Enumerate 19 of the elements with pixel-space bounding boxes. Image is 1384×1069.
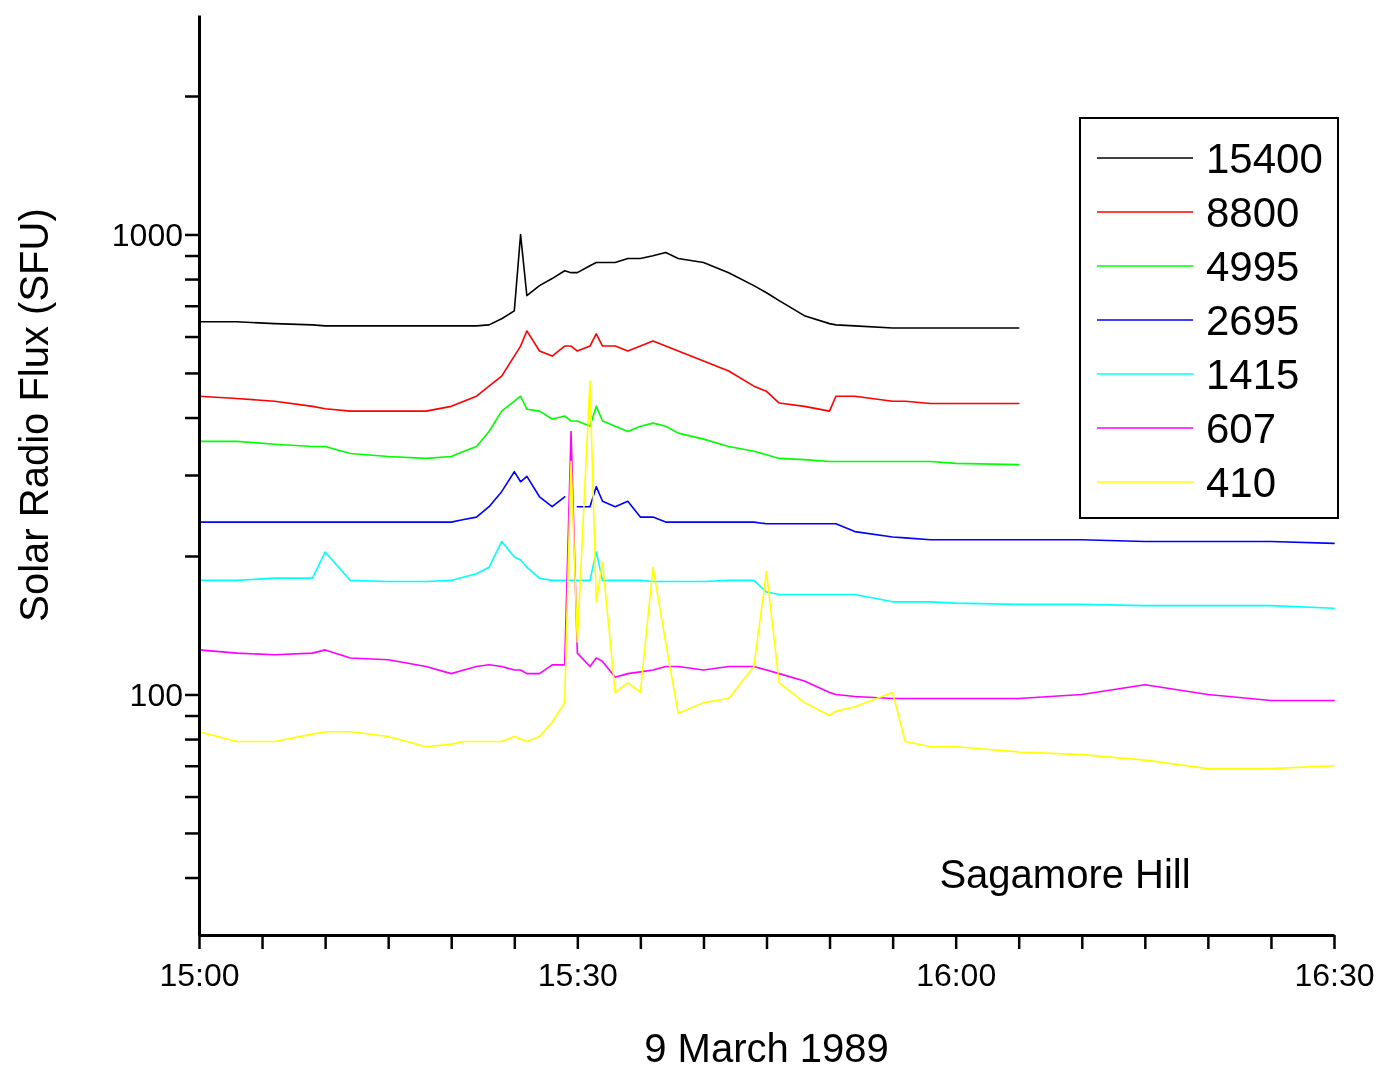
legend-label: 4995 — [1206, 242, 1300, 290]
x-tick-label: 15:30 — [537, 956, 618, 993]
legend-label: 1415 — [1206, 350, 1300, 398]
y-axis-title: Solar Radio Flux (SFU) — [12, 208, 56, 622]
x-axis-title: 9 March 1989 — [644, 1026, 889, 1069]
legend-label: 15400 — [1206, 134, 1323, 182]
x-tick-label: 15:00 — [159, 956, 240, 993]
y-tick-label: 100 — [129, 676, 183, 713]
legend-label: 8800 — [1206, 188, 1300, 236]
x-tick-label: 16:30 — [1294, 956, 1375, 993]
annotation: Sagamore Hill — [939, 852, 1191, 896]
line-series — [198, 330, 1020, 412]
legend-label: 2695 — [1206, 296, 1300, 344]
x-tick-label: 16:00 — [916, 956, 997, 993]
legend-label: 410 — [1206, 458, 1277, 506]
y-tick-label: 1000 — [111, 216, 183, 253]
line-series — [198, 540, 1335, 610]
line-series — [198, 395, 1020, 466]
legend-label: 607 — [1206, 404, 1277, 452]
